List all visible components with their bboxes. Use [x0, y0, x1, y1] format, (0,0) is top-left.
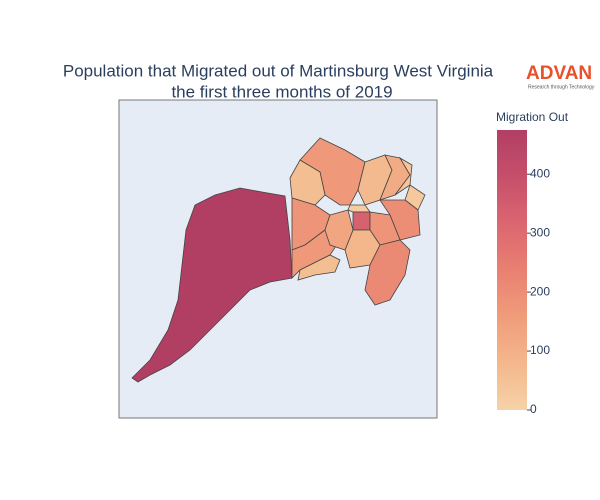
colorbar-tick-label: 100	[530, 343, 550, 357]
region	[364, 239, 411, 306]
region	[352, 211, 371, 231]
colorbar-tick-label: 400	[530, 166, 550, 180]
logo: ADVAN	[526, 63, 592, 84]
region	[131, 187, 293, 383]
region	[324, 209, 354, 251]
logo-tagline: Research through Technology	[528, 84, 595, 90]
region	[291, 229, 341, 279]
region	[394, 156, 413, 196]
colorbar	[497, 130, 527, 410]
colorbar-tick-label: 0	[530, 402, 537, 416]
chart-subtitle: the first three months of 2019	[171, 82, 392, 101]
chart-title: Population that Migrated out of Martinsb…	[63, 61, 494, 80]
colorbar-title: Migration Out	[496, 110, 569, 124]
colorbar-tick-label: 300	[530, 225, 550, 239]
region	[297, 254, 341, 281]
regions	[131, 137, 426, 383]
colorbar-tick-label: 200	[530, 284, 550, 298]
